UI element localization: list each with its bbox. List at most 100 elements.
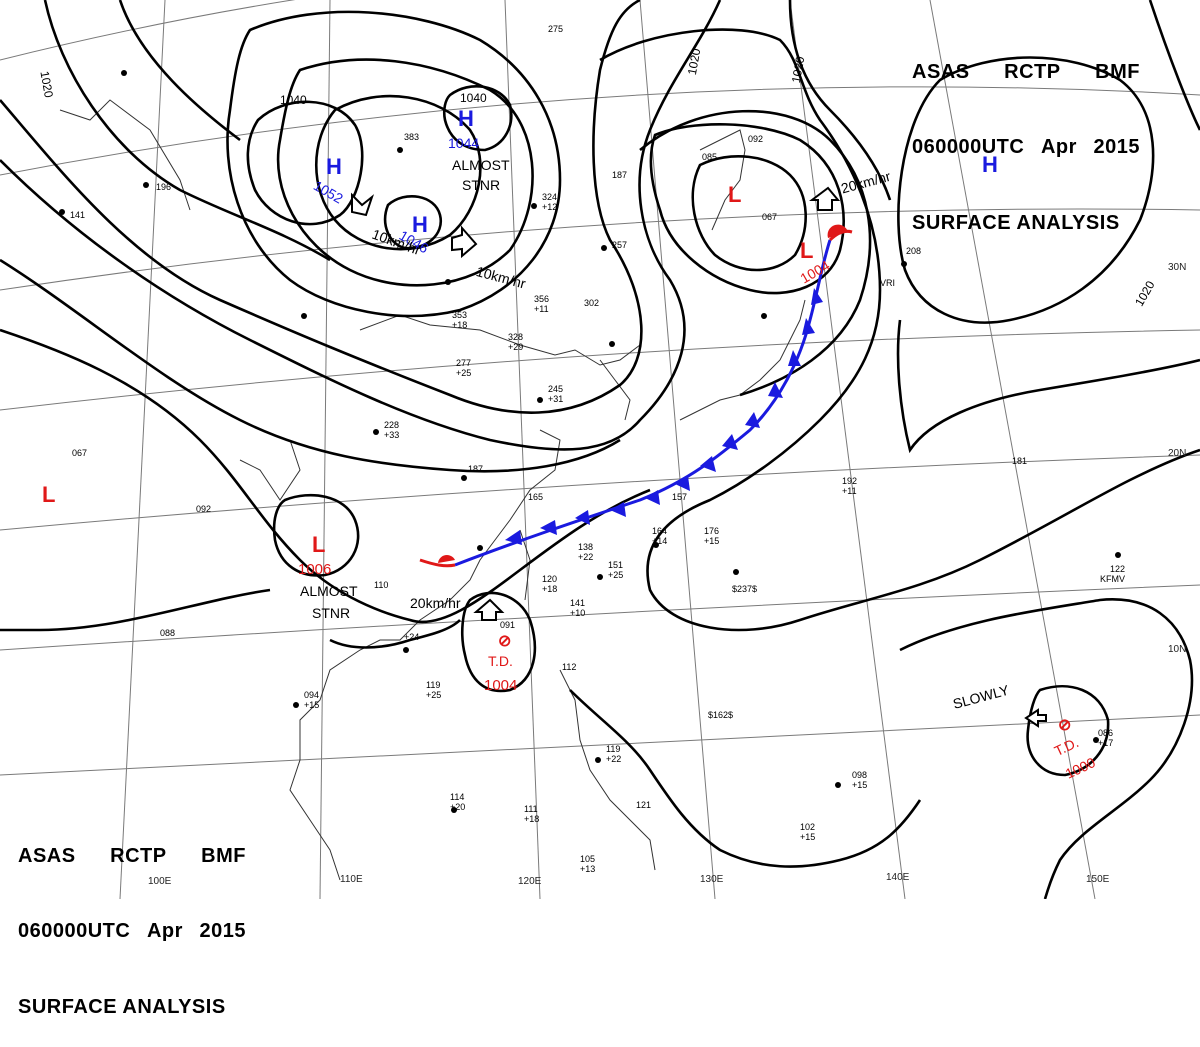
longitude-line	[319, 0, 331, 899]
station-dot	[293, 702, 299, 708]
motion-arrow	[809, 186, 841, 211]
longitude-line	[639, 0, 716, 899]
cold-front-barb	[700, 456, 716, 472]
station-dot	[445, 279, 451, 285]
warm-front-bump	[438, 555, 455, 563]
station-value: 324	[542, 192, 557, 202]
latitude-label: 10N	[1168, 644, 1186, 655]
header-month: Apr	[146, 920, 183, 943]
longitude-label: 120E	[518, 876, 542, 887]
isobar	[0, 328, 651, 624]
cold-front-barb	[722, 434, 738, 450]
station-value: 302	[584, 298, 599, 308]
high-pressure-value: 1044	[448, 135, 479, 151]
station-value: +15	[800, 832, 815, 842]
station-value: +15	[852, 780, 867, 790]
latitude-line	[0, 454, 1200, 531]
station-dot	[373, 429, 379, 435]
station-dot	[531, 203, 537, 209]
cold-front-barb	[788, 350, 801, 366]
graticule	[0, 0, 1200, 899]
station-value: 088	[160, 628, 175, 638]
station-dot	[59, 209, 65, 215]
longitude-line	[119, 0, 166, 899]
station-value: 151	[608, 560, 623, 570]
station-value: 067	[762, 212, 777, 222]
longitude-label: 100E	[148, 876, 172, 887]
station-value: +18	[524, 814, 539, 824]
station-dot	[143, 182, 149, 188]
station-value: +24	[404, 632, 419, 642]
grid-labels: 30N 20N 10N 100E 110E 120E 130E 140E 150…	[148, 262, 1186, 887]
td-label: T.D.	[1052, 734, 1081, 759]
isobar	[0, 258, 621, 473]
station-value: $162$	[708, 710, 733, 720]
speed-label: 10km/hr	[474, 263, 527, 292]
station-value: 165	[528, 492, 543, 502]
isobars	[0, 0, 1200, 899]
motion-arrow	[473, 598, 505, 621]
low-center: L	[728, 182, 741, 207]
isobar	[329, 619, 461, 649]
station-value: 187	[612, 170, 627, 180]
station-value: 141	[70, 210, 85, 220]
header-time: 060000UTC	[18, 920, 131, 943]
station-value: 157	[672, 492, 687, 502]
station-markers	[59, 70, 1121, 813]
header-region: ASAS	[912, 61, 970, 84]
cold-front-barb	[811, 288, 823, 305]
coastline	[289, 429, 561, 881]
cold-front-barb	[802, 318, 815, 335]
motion-arrows	[351, 186, 1047, 728]
header-line-1: ASAS RCTP BMF	[912, 61, 1140, 89]
station-dot	[301, 313, 307, 319]
header-station: RCTP	[110, 845, 167, 868]
motion-label: ALMOST	[300, 583, 358, 599]
station-dot	[1115, 552, 1121, 558]
header-title: SURFACE ANALYSIS	[912, 211, 1120, 234]
station-value: +15	[704, 536, 719, 546]
station-value: 119	[426, 680, 440, 690]
station-dot	[835, 782, 841, 788]
isobar-label: 1020	[789, 55, 807, 84]
isobar	[1148, 0, 1200, 131]
coastline	[699, 129, 746, 231]
latitude-line	[0, 86, 1200, 176]
station-value: 086	[1098, 728, 1113, 738]
station-value: 121	[636, 800, 651, 810]
cold-front	[454, 239, 832, 567]
low-center: L	[42, 482, 55, 507]
isobar-label: 1040	[280, 93, 307, 107]
cold-front-barb	[768, 382, 783, 398]
high-center: H	[326, 154, 342, 179]
longitude-label: 130E	[700, 874, 724, 885]
motion-arrow	[1024, 708, 1047, 728]
station-value: 208	[906, 246, 921, 256]
high-center: H	[412, 212, 428, 237]
isobar	[896, 319, 1200, 454]
station-value: 196	[156, 182, 171, 192]
isobar	[599, 28, 1200, 632]
isobar	[460, 591, 537, 693]
header-bottom: ASAS RCTP BMF 060000UTC Apr 2015 SURFACE…	[18, 798, 246, 1047]
station-value: 257	[612, 240, 627, 250]
isobar	[314, 94, 482, 251]
station-value: +10	[570, 608, 585, 618]
station-value: 120	[542, 574, 557, 584]
station-value: 245	[548, 384, 563, 394]
station-value: +15	[304, 700, 319, 710]
station-value: 122	[1110, 564, 1125, 574]
isobar	[43, 0, 331, 262]
station-value: $237$	[732, 584, 757, 594]
motion-label: STNR	[462, 177, 500, 193]
coastline	[59, 99, 191, 211]
isobar	[118, 0, 241, 142]
station-value: 067	[72, 448, 87, 458]
station-dot	[609, 341, 615, 347]
station-value: 111	[524, 804, 538, 814]
coastline	[679, 299, 806, 421]
isobar-label: 1020	[37, 70, 55, 99]
weather-map: 275 383 196 141 324 +12 187 085 092 067 …	[0, 0, 1200, 899]
station-value: 138	[578, 542, 593, 552]
station-value: 383	[404, 132, 419, 142]
